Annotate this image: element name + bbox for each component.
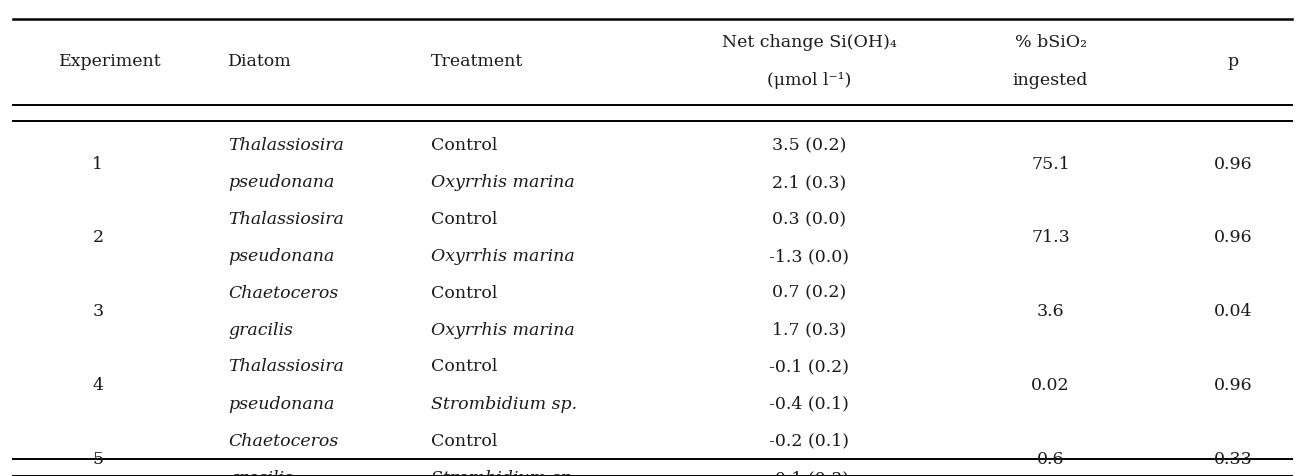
Text: Oxyrrhis marina: Oxyrrhis marina	[431, 322, 574, 339]
Text: -0.2 (0.1): -0.2 (0.1)	[769, 433, 850, 450]
Text: Control: Control	[431, 137, 497, 154]
Text: -0.1 (0.3): -0.1 (0.3)	[769, 470, 850, 476]
Text: -1.3 (0.0): -1.3 (0.0)	[769, 248, 850, 265]
Text: -0.4 (0.1): -0.4 (0.1)	[769, 396, 850, 413]
Text: 0.02: 0.02	[1031, 377, 1070, 394]
Text: Net change Si(OH)₄: Net change Si(OH)₄	[722, 34, 897, 51]
Text: Experiment: Experiment	[59, 53, 162, 70]
Text: Control: Control	[431, 433, 497, 450]
Text: Thalassiosira: Thalassiosira	[228, 211, 345, 228]
Text: 1.7 (0.3): 1.7 (0.3)	[773, 322, 846, 339]
Text: Treatment: Treatment	[431, 53, 523, 70]
Text: 2: 2	[93, 229, 103, 247]
Text: gracilis: gracilis	[228, 470, 294, 476]
Text: 0.96: 0.96	[1214, 377, 1253, 394]
Text: Chaetoceros: Chaetoceros	[228, 285, 338, 302]
Text: Thalassiosira: Thalassiosira	[228, 137, 345, 154]
Text: Thalassiosira: Thalassiosira	[228, 358, 345, 376]
Text: ingested: ingested	[1013, 72, 1088, 89]
Text: Chaetoceros: Chaetoceros	[228, 433, 338, 450]
Text: pseudonana: pseudonana	[228, 248, 335, 265]
Text: 0.7 (0.2): 0.7 (0.2)	[773, 285, 846, 302]
Text: 0.96: 0.96	[1214, 229, 1253, 247]
Text: Control: Control	[431, 285, 497, 302]
Text: 75.1: 75.1	[1031, 156, 1070, 173]
Text: 2.1 (0.3): 2.1 (0.3)	[773, 174, 846, 191]
Text: Diatom: Diatom	[228, 53, 292, 70]
Text: 3.6: 3.6	[1036, 303, 1065, 320]
Text: Strombidium sp.: Strombidium sp.	[431, 470, 577, 476]
Text: % bSiO₂: % bSiO₂	[1014, 34, 1087, 51]
Text: 3: 3	[93, 303, 103, 320]
Text: pseudonana: pseudonana	[228, 396, 335, 413]
Text: 1: 1	[93, 156, 103, 173]
Text: (μmol l⁻¹): (μmol l⁻¹)	[767, 72, 851, 89]
Text: 71.3: 71.3	[1031, 229, 1070, 247]
Text: 0.6: 0.6	[1036, 451, 1065, 468]
Text: 3.5 (0.2): 3.5 (0.2)	[773, 137, 846, 154]
Text: Strombidium sp.: Strombidium sp.	[431, 396, 577, 413]
Text: 0.04: 0.04	[1214, 303, 1253, 320]
Text: Control: Control	[431, 211, 497, 228]
Text: 0.96: 0.96	[1214, 156, 1253, 173]
Text: Oxyrrhis marina: Oxyrrhis marina	[431, 248, 574, 265]
Text: 5: 5	[93, 451, 103, 468]
Text: p: p	[1228, 53, 1238, 70]
Text: Control: Control	[431, 358, 497, 376]
Text: 0.33: 0.33	[1214, 451, 1253, 468]
Text: 0.3 (0.0): 0.3 (0.0)	[773, 211, 846, 228]
Text: pseudonana: pseudonana	[228, 174, 335, 191]
Text: gracilis: gracilis	[228, 322, 294, 339]
Text: 4: 4	[93, 377, 103, 394]
Text: Oxyrrhis marina: Oxyrrhis marina	[431, 174, 574, 191]
Text: -0.1 (0.2): -0.1 (0.2)	[769, 358, 850, 376]
